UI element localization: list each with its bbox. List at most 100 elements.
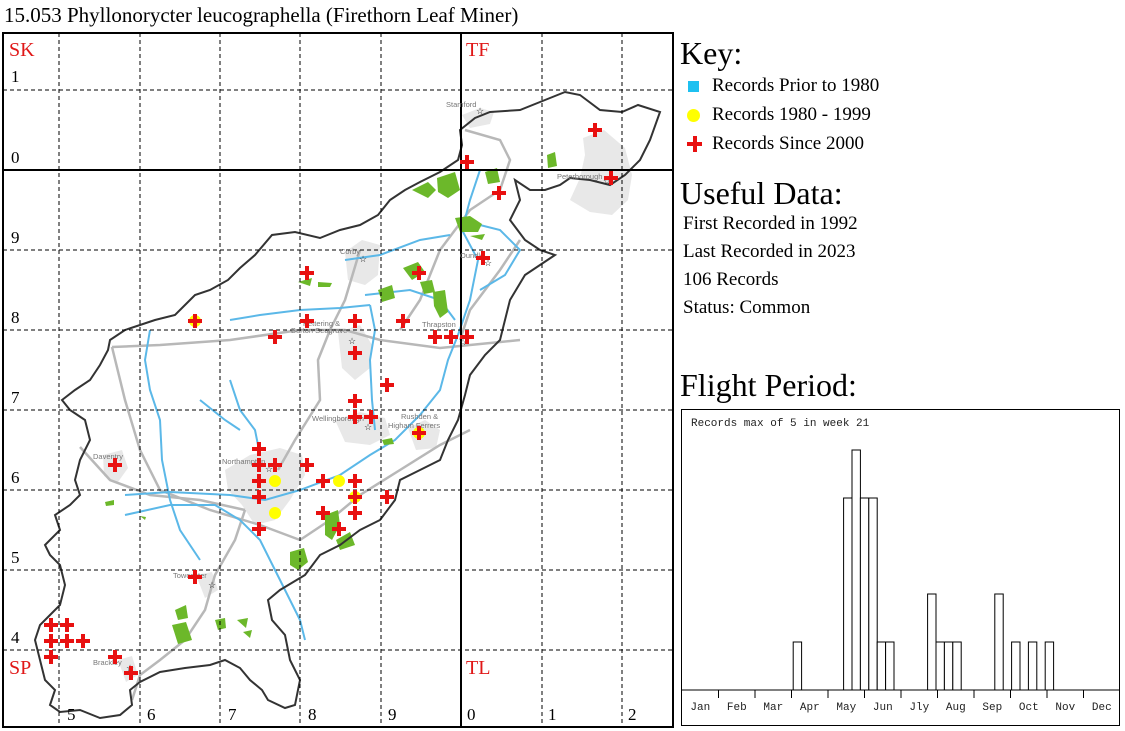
- record-since-2000-marker: [428, 330, 442, 344]
- grid-square-label: TF: [466, 39, 489, 61]
- urban-areas: [103, 108, 632, 682]
- chart-bar: [1011, 641, 1021, 691]
- record-count: 106 Records: [683, 269, 779, 290]
- chart-bar: [994, 593, 1004, 691]
- place-label: Corby: [340, 247, 360, 256]
- record-since-2000-marker: [300, 266, 314, 280]
- record-since-2000-marker: [44, 650, 58, 664]
- town-star-icon: ☆: [364, 422, 372, 432]
- road: [276, 249, 362, 471]
- woodland-patch: [237, 618, 248, 628]
- river-nene: [124, 169, 481, 502]
- road: [398, 128, 512, 331]
- record-since-2000-marker: [44, 634, 58, 648]
- record-since-2000-marker: [252, 490, 266, 504]
- record-1980-1999-marker: [333, 475, 345, 487]
- woodland-patch: [175, 605, 188, 620]
- woodland-patch: [433, 290, 448, 318]
- record-since-2000-marker: [252, 458, 266, 472]
- record-since-2000-marker: [460, 330, 474, 344]
- record-since-2000-marker: [108, 650, 122, 664]
- month-label: Apr: [800, 702, 820, 714]
- red-cross-icon: [686, 135, 710, 153]
- woodland-patch: [382, 438, 394, 445]
- chart-bar: [885, 641, 895, 691]
- river: [459, 219, 522, 291]
- river: [143, 329, 201, 561]
- river: [199, 399, 241, 431]
- place-label: Wellingborough: [312, 414, 364, 423]
- river: [229, 379, 261, 456]
- chart-bars: [792, 449, 1055, 691]
- easting-label: 0: [467, 705, 476, 724]
- record-since-2000-marker: [348, 410, 362, 424]
- northing-label: 4: [11, 628, 20, 647]
- yellow-dot-icon: [686, 106, 710, 124]
- river: [344, 234, 451, 261]
- record-since-2000-marker: [348, 346, 362, 360]
- record-since-2000-marker: [492, 186, 506, 200]
- key-item-1980-1999: Records 1980 - 1999: [686, 104, 871, 126]
- road: [79, 446, 246, 512]
- last-recorded: Last Recorded in 2023: [683, 241, 856, 262]
- record-since-2000-marker: [348, 314, 362, 328]
- grid-square-label: SP: [9, 657, 31, 679]
- road: [458, 239, 522, 341]
- record-since-2000-marker: [348, 474, 362, 488]
- record-since-2000-marker: [188, 314, 202, 328]
- woodland-patch: [485, 168, 500, 184]
- place-label: Stamford: [446, 100, 476, 109]
- woodland-patch: [105, 500, 114, 506]
- record-since-2000-marker: [476, 251, 490, 265]
- month-label: Oct: [1019, 702, 1039, 714]
- place-label: Kettering &: [303, 319, 340, 328]
- chart-bar: [868, 497, 878, 691]
- record-since-2000-marker: [60, 618, 74, 632]
- town-star-icon: ☆: [359, 254, 367, 264]
- chart-bar: [1044, 641, 1055, 691]
- chart-bar: [876, 641, 887, 691]
- key-item-since-2000: Records Since 2000: [686, 133, 864, 155]
- month-label: Sep: [982, 702, 1002, 714]
- easting-label: 1: [548, 705, 557, 724]
- northing-label: 0: [11, 148, 20, 167]
- urban-area-peterborough: [570, 130, 632, 215]
- woodland-patch: [437, 172, 460, 198]
- easting-label: 6: [147, 705, 156, 724]
- record-since-2000-marker: [316, 506, 330, 520]
- key-item-label: Records 1980 - 1999: [712, 104, 871, 125]
- record-since-2000-marker: [396, 314, 410, 328]
- record-since-2000-marker: [348, 394, 362, 408]
- woodland-patch: [412, 182, 436, 198]
- flight-period-chart: Records max of 5 in week 21 Jan Feb Mar Apr…: [681, 409, 1120, 726]
- place-label: Peterborough: [557, 172, 602, 181]
- northing-label: 9: [11, 228, 20, 247]
- chart-bar: [843, 497, 853, 691]
- record-since-2000-marker: [188, 570, 202, 584]
- town-star-icon: ☆: [208, 580, 216, 590]
- woodland-patch: [140, 516, 146, 520]
- record-since-2000-marker: [300, 314, 314, 328]
- woodland-patch: [172, 622, 192, 644]
- grid-lines: [3, 33, 673, 727]
- month-label: Jun: [873, 702, 893, 714]
- northing-label: 1: [11, 67, 20, 86]
- chart-bar: [952, 641, 962, 691]
- town-star-icon: ☆: [603, 176, 611, 186]
- chart-bar: [851, 449, 861, 691]
- month-label: May: [836, 702, 856, 714]
- grid-square-borders: [2, 32, 674, 728]
- month-label: Aug: [946, 702, 966, 714]
- county-boundary: [33, 90, 662, 720]
- urban-area-northampton: [225, 448, 305, 525]
- distribution-map: Stamford Peterborough Corby Oundle Kette…: [2, 32, 674, 728]
- easting-label: 5: [67, 705, 76, 724]
- chart-bar: [943, 641, 954, 691]
- place-label: Northampton: [222, 457, 265, 466]
- woodland-patch: [290, 548, 308, 570]
- month-label: Mar: [763, 702, 783, 714]
- river: [124, 504, 306, 641]
- cyan-square-icon: [686, 77, 710, 95]
- place-label: Daventry: [93, 452, 123, 461]
- woodland-patch: [318, 282, 332, 287]
